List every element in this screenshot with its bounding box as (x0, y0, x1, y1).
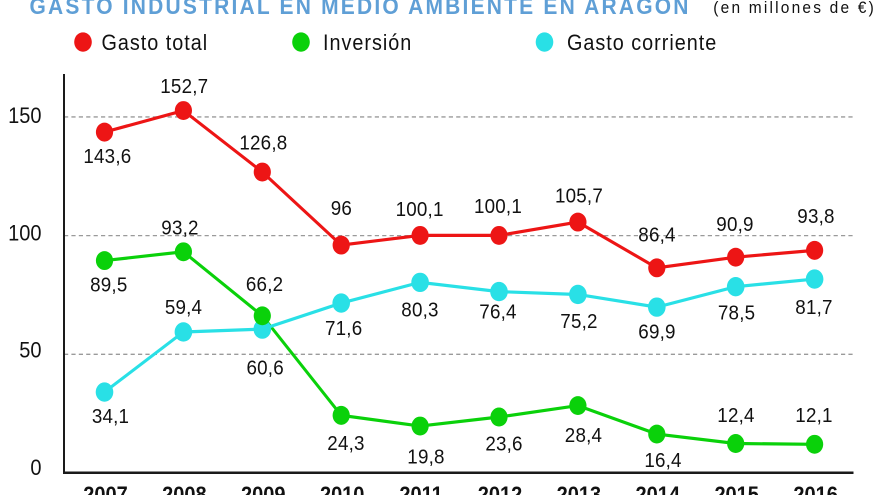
svg-text:28,4: 28,4 (565, 424, 602, 447)
svg-text:2014: 2014 (636, 483, 681, 495)
svg-text:89,5: 89,5 (90, 274, 127, 297)
svg-text:0: 0 (30, 456, 41, 480)
svg-text:86,4: 86,4 (638, 224, 675, 247)
svg-text:126,8: 126,8 (239, 132, 287, 155)
svg-text:60,6: 60,6 (247, 357, 284, 380)
svg-text:24,3: 24,3 (327, 432, 364, 455)
svg-text:50: 50 (19, 339, 41, 363)
svg-text:71,6: 71,6 (325, 317, 362, 340)
svg-text:GASTO INDUSTRIAL EN MEDIO AMBI: GASTO INDUSTRIAL EN MEDIO AMBIENTE EN AR… (30, 0, 691, 19)
svg-text:12,1: 12,1 (795, 404, 832, 427)
svg-text:2007: 2007 (83, 483, 127, 495)
svg-text:Gasto corriente: Gasto corriente (567, 31, 717, 55)
svg-text:23,6: 23,6 (485, 433, 522, 456)
svg-text:96: 96 (331, 197, 352, 220)
svg-text:2011: 2011 (399, 483, 443, 495)
svg-text:2009: 2009 (241, 483, 285, 495)
svg-text:66,2: 66,2 (246, 273, 283, 296)
svg-text:Inversión: Inversión (323, 31, 412, 55)
svg-text:34,1: 34,1 (92, 405, 129, 428)
svg-text:2008: 2008 (162, 483, 207, 495)
svg-text:80,3: 80,3 (401, 299, 438, 322)
svg-text:76,4: 76,4 (479, 301, 516, 324)
svg-text:100,1: 100,1 (474, 195, 522, 218)
svg-text:2013: 2013 (557, 483, 601, 495)
svg-text:143,6: 143,6 (83, 145, 131, 168)
svg-text:16,4: 16,4 (644, 449, 681, 472)
svg-text:105,7: 105,7 (555, 185, 603, 208)
svg-text:90,9: 90,9 (716, 213, 753, 236)
svg-text:19,8: 19,8 (407, 446, 444, 469)
svg-text:2015: 2015 (714, 483, 759, 495)
svg-text:(en millones de €): (en millones de €) (713, 0, 876, 17)
svg-text:78,5: 78,5 (718, 302, 755, 325)
svg-text:100: 100 (8, 222, 41, 246)
svg-text:93,8: 93,8 (797, 205, 834, 228)
svg-text:75,2: 75,2 (560, 310, 597, 333)
svg-text:150: 150 (8, 104, 41, 128)
svg-text:100,1: 100,1 (396, 198, 444, 221)
svg-text:59,4: 59,4 (165, 296, 202, 319)
svg-text:12,4: 12,4 (717, 404, 754, 427)
svg-text:152,7: 152,7 (160, 75, 208, 98)
svg-text:2016: 2016 (793, 483, 837, 495)
svg-text:93,2: 93,2 (161, 217, 198, 240)
svg-text:69,9: 69,9 (638, 321, 675, 344)
svg-text:2012: 2012 (478, 483, 522, 495)
svg-text:2010: 2010 (320, 483, 364, 495)
svg-text:81,7: 81,7 (795, 296, 832, 319)
svg-text:Gasto total: Gasto total (102, 31, 209, 55)
